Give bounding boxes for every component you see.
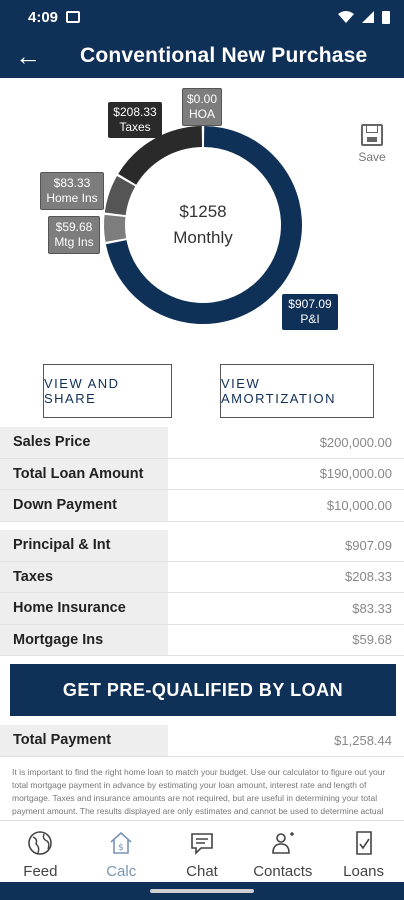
table-row: Principal & Int $907.09 bbox=[0, 530, 404, 562]
save-button[interactable]: Save bbox=[352, 124, 392, 164]
page-title: Conventional New Purchase bbox=[80, 44, 368, 67]
total-payment-table: Total Payment $1,258.44 bbox=[0, 725, 404, 757]
status-time: 4:09 bbox=[28, 8, 59, 26]
table-row: Sales Price $200,000.00 bbox=[0, 427, 404, 459]
row-value: $907.09 bbox=[345, 537, 392, 553]
callout-home-ins: $83.33 Home Ins bbox=[40, 172, 104, 210]
view-and-share-button[interactable]: VIEW AND SHARE bbox=[43, 364, 172, 418]
nav-loans[interactable]: Loans bbox=[323, 821, 404, 882]
row-label: Sales Price bbox=[0, 427, 168, 458]
table-row: Total Loan Amount $190,000.00 bbox=[0, 458, 404, 490]
row-label: Home Insurance bbox=[0, 593, 168, 624]
row-value: $200,000.00 bbox=[319, 434, 392, 450]
total-payment-label: Total Payment bbox=[0, 725, 168, 756]
chat-bubble-icon bbox=[191, 833, 213, 855]
table-row: Taxes $208.33 bbox=[0, 561, 404, 593]
chart-center-value: $1258 bbox=[179, 202, 227, 221]
view-amortization-button[interactable]: VIEW AMORTIZATION bbox=[220, 364, 374, 418]
wifi-icon bbox=[338, 11, 354, 23]
callout-home-ins-amount: $83.33 bbox=[53, 176, 91, 190]
gallery-notification-icon bbox=[66, 11, 81, 23]
table-row: Total Payment $1,258.44 bbox=[0, 725, 404, 757]
callout-hoa-label: HOA bbox=[188, 107, 215, 121]
save-icon bbox=[361, 124, 383, 146]
nav-contacts[interactable]: Contacts bbox=[242, 821, 323, 882]
row-value: $59.68 bbox=[352, 632, 392, 648]
home-indicator bbox=[0, 882, 404, 900]
callout-mtg-ins-label: Mtg Ins bbox=[54, 235, 94, 249]
payment-chart: $1258 Monthly $208.33 Taxes $0.00 HOA $8… bbox=[0, 78, 404, 368]
row-label: Total Loan Amount bbox=[0, 458, 168, 489]
table-row: Mortgage Ins $59.68 bbox=[0, 624, 404, 656]
disclaimer-text: It is important to find the right home l… bbox=[12, 767, 386, 816]
row-label: Down Payment bbox=[0, 490, 168, 521]
row-value: $10,000.00 bbox=[326, 497, 392, 513]
callout-taxes: $208.33 Taxes bbox=[108, 102, 162, 138]
callout-taxes-amount: $208.33 bbox=[113, 105, 157, 119]
battery-icon bbox=[382, 10, 390, 24]
chart-center-label: Monthly bbox=[173, 228, 233, 247]
signal-icon bbox=[362, 11, 374, 23]
home-bar[interactable] bbox=[150, 889, 254, 893]
row-label: Taxes bbox=[0, 561, 168, 592]
nav-label: Contacts bbox=[253, 863, 313, 880]
callout-pi: $907.09 P&I bbox=[282, 294, 338, 330]
globe-icon bbox=[28, 831, 53, 855]
callout-mtg-ins-amount: $59.68 bbox=[55, 220, 93, 234]
row-value: $208.33 bbox=[345, 569, 392, 585]
calculator-home-icon: $ bbox=[110, 831, 132, 854]
callout-pi-amount: $907.09 bbox=[288, 297, 332, 311]
loan-summary-table: Sales Price $200,000.00 Total Loan Amoun… bbox=[0, 427, 404, 522]
save-label: Save bbox=[358, 150, 386, 164]
svg-text:$: $ bbox=[118, 843, 124, 853]
total-payment-value: $1,258.44 bbox=[334, 732, 392, 748]
callout-taxes-label: Taxes bbox=[119, 120, 151, 134]
app-bar: ← Conventional New Purchase bbox=[0, 34, 404, 78]
table-row: Home Insurance $83.33 bbox=[0, 593, 404, 625]
bottom-nav: Feed $ Calc Chat Contacts Loans bbox=[0, 820, 404, 882]
nav-label: Calc bbox=[106, 863, 137, 880]
nav-feed[interactable]: Feed bbox=[0, 821, 81, 882]
row-label: Mortgage Ins bbox=[0, 624, 168, 655]
callout-hoa: $0.00 HOA bbox=[182, 88, 222, 126]
nav-chat[interactable]: Chat bbox=[162, 821, 243, 882]
get-pre-qualified-button[interactable]: GET PRE-QUALIFIED BY LOAN bbox=[10, 664, 396, 716]
nav-label: Feed bbox=[23, 863, 58, 880]
row-value: $83.33 bbox=[352, 600, 392, 616]
nav-label: Loans bbox=[343, 863, 385, 880]
callout-pi-label: P&I bbox=[300, 312, 320, 326]
status-bar: 4:09 bbox=[0, 0, 404, 34]
callout-hoa-amount: $0.00 bbox=[187, 92, 218, 106]
nav-calc[interactable]: $ Calc bbox=[81, 821, 162, 882]
donut-slice-mtg-ins bbox=[104, 214, 127, 242]
document-check-icon bbox=[355, 831, 372, 855]
payment-breakdown-table: Principal & Int $907.09 Taxes $208.33 Ho… bbox=[0, 530, 404, 656]
back-arrow-icon[interactable]: ← bbox=[15, 40, 41, 71]
callout-mtg-ins: $59.68 Mtg Ins bbox=[48, 216, 100, 254]
row-value: $190,000.00 bbox=[319, 466, 392, 482]
contacts-icon bbox=[271, 832, 294, 854]
donut-slice-home-ins bbox=[104, 175, 136, 216]
nav-label: Chat bbox=[186, 863, 218, 880]
row-label: Principal & Int bbox=[0, 530, 168, 561]
donut-chart bbox=[104, 126, 303, 324]
table-row: Down Payment $10,000.00 bbox=[0, 490, 404, 522]
callout-home-ins-label: Home Ins bbox=[46, 191, 98, 205]
donut-slice-taxes bbox=[118, 126, 203, 185]
